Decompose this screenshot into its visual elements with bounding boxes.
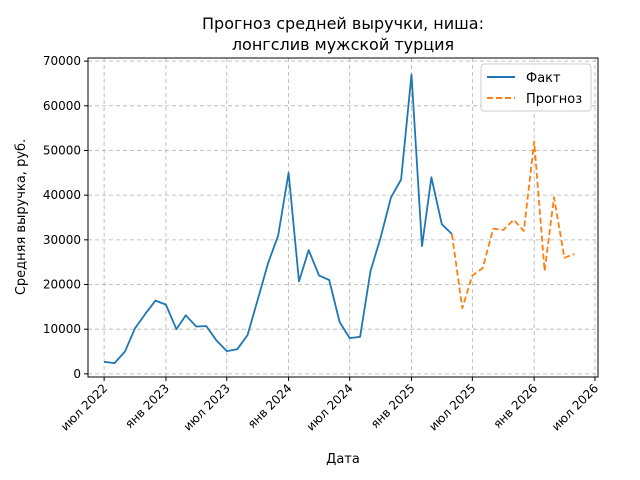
- series-line-forecast: [451, 140, 575, 310]
- chart-title: Прогноз средней выручки, ниша: лонгслив …: [202, 14, 484, 54]
- y-tick-label: 10000: [43, 322, 81, 336]
- y-tick-label: 20000: [43, 278, 81, 292]
- y-tick-label: 0: [73, 367, 81, 381]
- series-line-fact: [103, 73, 453, 365]
- legend-label-fact: Факт: [526, 71, 561, 86]
- chart-title-line-1: Прогноз средней выручки, ниша:: [202, 14, 484, 33]
- x-axis-label: Дата: [326, 452, 360, 467]
- y-tick-label: 70000: [43, 54, 81, 68]
- legend-frame: [480, 63, 592, 112]
- y-tick-label: 30000: [43, 233, 81, 247]
- y-axis: 0 10000 20000 30000 40000 50000 60000 70000: [43, 54, 88, 381]
- y-tick-label: 50000: [43, 143, 81, 157]
- grid: [88, 58, 598, 377]
- y-tick-label: 60000: [43, 99, 81, 113]
- legend-label-forecast: Прогноз: [526, 92, 582, 107]
- chart-title-line-2: лонгслив мужской турция: [232, 35, 454, 54]
- legend: Факт Прогноз: [480, 63, 592, 112]
- y-axis-label: Средняя выручка, руб.: [14, 139, 29, 295]
- series-layer: [103, 73, 575, 365]
- y-tick-label: 40000: [43, 188, 81, 202]
- plot-frame: [87, 57, 599, 378]
